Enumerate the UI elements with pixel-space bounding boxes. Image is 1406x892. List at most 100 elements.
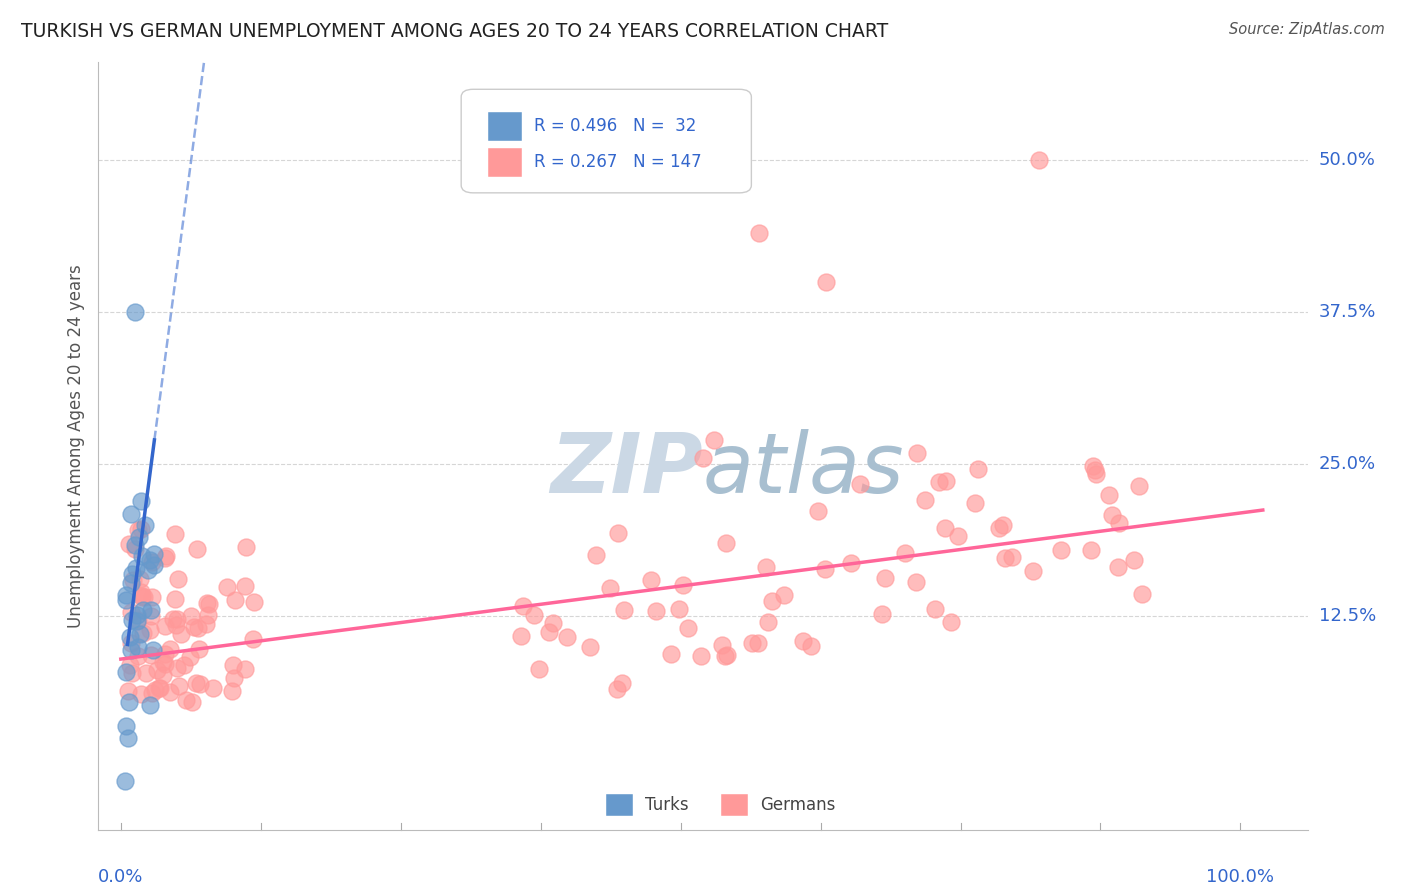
- Point: [1081, 458, 1104, 473]
- Point: [180, 608, 202, 623]
- Point: [167, 679, 190, 693]
- Point: [125, 560, 148, 574]
- Point: [800, 639, 823, 653]
- Point: [174, 692, 197, 706]
- Point: [1084, 463, 1107, 477]
- Point: [703, 433, 725, 447]
- Text: 50.0%: 50.0%: [1319, 151, 1375, 169]
- Point: [162, 612, 184, 626]
- FancyBboxPatch shape: [461, 89, 751, 193]
- Point: [541, 615, 564, 630]
- Point: [188, 677, 211, 691]
- Point: [610, 676, 633, 690]
- Point: [136, 563, 159, 577]
- Point: [163, 526, 186, 541]
- Point: [1101, 508, 1123, 522]
- Point: [139, 623, 162, 637]
- Point: [991, 518, 1014, 533]
- Point: [939, 615, 962, 629]
- Text: TURKISH VS GERMAN UNEMPLOYMENT AMONG AGES 20 TO 24 YEARS CORRELATION CHART: TURKISH VS GERMAN UNEMPLOYMENT AMONG AGE…: [21, 22, 889, 41]
- Point: [1022, 564, 1045, 578]
- Point: [773, 588, 796, 602]
- Point: [748, 226, 770, 240]
- Point: [806, 504, 828, 518]
- Point: [914, 493, 936, 508]
- Point: [139, 553, 162, 567]
- Point: [141, 555, 163, 569]
- Point: [585, 548, 607, 562]
- Point: [132, 626, 155, 640]
- Point: [125, 614, 148, 628]
- Point: [672, 578, 695, 592]
- Point: [815, 275, 838, 289]
- Point: [217, 581, 239, 595]
- Point: [187, 621, 209, 635]
- Point: [120, 576, 142, 591]
- Point: [141, 603, 163, 617]
- Point: [242, 632, 264, 646]
- Point: [645, 604, 668, 618]
- Point: [152, 667, 174, 681]
- Point: [118, 536, 141, 550]
- Point: [121, 567, 143, 582]
- Bar: [488, 112, 522, 141]
- Point: [963, 496, 986, 510]
- Point: [221, 657, 243, 672]
- Point: [1128, 479, 1150, 493]
- Point: [527, 661, 550, 675]
- Point: [814, 562, 837, 576]
- Point: [1080, 543, 1102, 558]
- Point: [149, 681, 172, 696]
- Point: [741, 636, 763, 650]
- Point: [153, 657, 176, 671]
- Point: [153, 618, 176, 632]
- Point: [129, 584, 152, 599]
- Point: [124, 542, 146, 557]
- Point: [139, 648, 162, 662]
- Point: [120, 605, 142, 619]
- Point: [1050, 543, 1073, 558]
- Point: [599, 581, 621, 595]
- Point: [994, 550, 1017, 565]
- Point: [129, 572, 152, 586]
- Point: [121, 613, 143, 627]
- Point: [613, 603, 636, 617]
- Point: [135, 665, 157, 680]
- Point: [904, 575, 927, 590]
- Point: [873, 571, 896, 585]
- Point: [755, 560, 778, 574]
- Point: [165, 618, 187, 632]
- Point: [115, 592, 138, 607]
- Point: [948, 529, 970, 543]
- Bar: [488, 147, 522, 177]
- Point: [114, 773, 136, 788]
- Point: [121, 573, 143, 587]
- Text: R = 0.496   N =  32: R = 0.496 N = 32: [534, 117, 696, 135]
- Point: [640, 573, 662, 587]
- Point: [128, 530, 150, 544]
- Point: [714, 649, 737, 664]
- Point: [221, 684, 243, 698]
- Bar: [606, 794, 633, 816]
- Point: [607, 525, 630, 540]
- Point: [716, 648, 738, 662]
- Point: [115, 719, 138, 733]
- Point: [115, 588, 138, 602]
- Point: [186, 542, 208, 557]
- Point: [678, 622, 700, 636]
- Text: ZIP: ZIP: [550, 428, 703, 509]
- Point: [153, 550, 176, 565]
- Point: [124, 537, 146, 551]
- Point: [928, 475, 950, 489]
- Point: [142, 643, 165, 657]
- Point: [118, 695, 141, 709]
- Point: [159, 684, 181, 698]
- Point: [198, 597, 221, 611]
- Point: [153, 647, 176, 661]
- Point: [894, 546, 917, 560]
- Point: [222, 671, 245, 685]
- Point: [173, 657, 195, 672]
- Point: [1130, 587, 1153, 601]
- Point: [792, 633, 814, 648]
- Point: [128, 627, 150, 641]
